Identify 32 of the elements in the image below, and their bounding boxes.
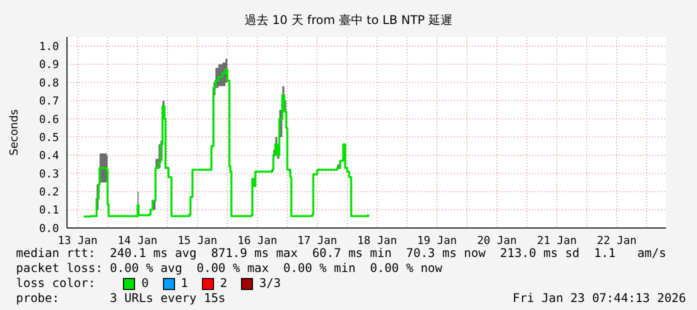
y-tick-label: 0.8 bbox=[39, 76, 59, 90]
x-tick-label: 21 Jan bbox=[536, 234, 577, 247]
y-tick-label: 0.5 bbox=[39, 130, 59, 144]
y-tick-label: 0.9 bbox=[39, 58, 59, 72]
x-tick-label: 17 Jan bbox=[297, 234, 338, 247]
x-tick-label: 13 Jan bbox=[58, 234, 98, 247]
legend-label: 2 bbox=[220, 276, 228, 291]
text: packet loss: 0.00 % avg 0.00 % max 0.00 % min 0.00 % now bbox=[16, 261, 444, 276]
x-tick-label: 19 Jan bbox=[417, 234, 457, 247]
y-tick-label: 0.4 bbox=[39, 149, 60, 162]
y-tick-label: 0.6 bbox=[39, 112, 59, 126]
x-tick-label: 16 Jan bbox=[237, 234, 278, 247]
y-tick-label: 0.1 bbox=[39, 204, 59, 217]
x-tick-label: 20 Jan bbox=[477, 234, 517, 247]
x-tick-label: 15 Jan bbox=[178, 234, 218, 247]
y-tick-label: 0.2 bbox=[39, 186, 59, 199]
y-tick-label: 1.0 bbox=[39, 40, 59, 53]
legend-label: 1 bbox=[180, 276, 188, 291]
y-tick-label: 0.3 bbox=[39, 167, 59, 180]
y-tick-label: 0.7 bbox=[39, 94, 59, 108]
text: Fri Jan 23 07:44:13 2026 bbox=[512, 291, 686, 306]
legend-label: 0 bbox=[141, 276, 149, 291]
y-axis-title: Seconds bbox=[8, 108, 20, 156]
chart-title: 過去 10 天 from 臺中 to LB NTP 延遲 bbox=[243, 12, 454, 29]
x-tick-label: 18 Jan bbox=[357, 234, 398, 247]
text: median rtt: 240.1 ms avg 871.9 ms max 60.7 ms min 70.3 ms now 213.0 ms sd 1.1 am/s bbox=[16, 246, 668, 261]
x-tick-label: 22 Jan bbox=[596, 234, 637, 247]
x-tick-label: 14 Jan bbox=[118, 234, 158, 247]
legend-label: 3/3 bbox=[259, 276, 281, 291]
y-tick-label: 0.0 bbox=[39, 222, 59, 235]
text: probe: 3 URLs every 15s bbox=[16, 291, 226, 306]
legend-title: loss color: bbox=[16, 276, 96, 291]
